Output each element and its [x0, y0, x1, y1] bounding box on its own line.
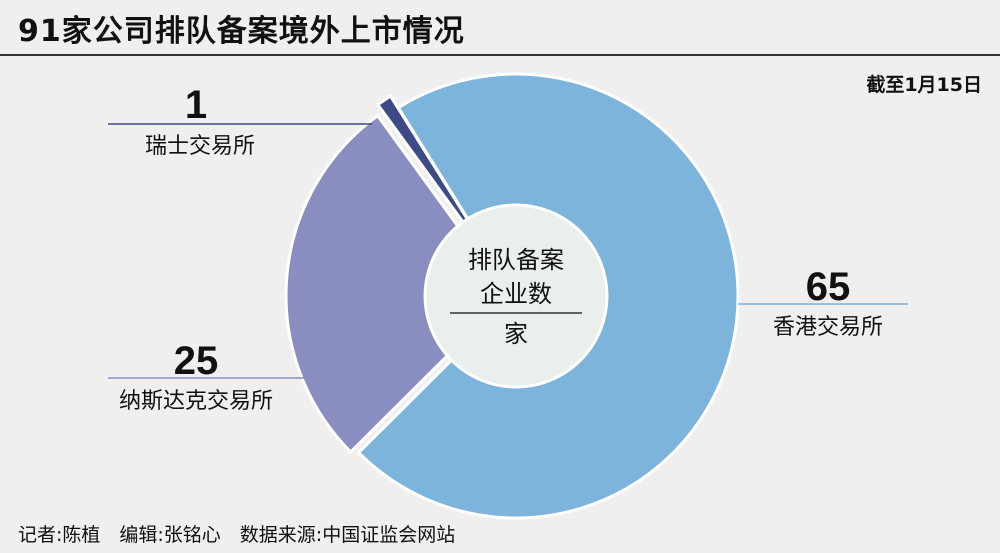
- center-label-line1: 排队备案: [468, 246, 564, 274]
- center-unit: 家: [504, 320, 528, 348]
- slice-nasdaq: [284, 114, 510, 454]
- category-label-swiss: 瑞士交易所: [145, 134, 255, 159]
- center-disc: [423, 203, 609, 389]
- value-label-hk: 65: [806, 265, 851, 309]
- value-label-swiss: 1: [185, 83, 207, 127]
- category-label-hk: 香港交易所: [773, 315, 883, 340]
- center-label-line2: 企业数: [480, 280, 552, 308]
- category-label-nasdaq: 纳斯达克交易所: [119, 389, 273, 414]
- title-divider: [0, 54, 1000, 56]
- footer-credits: 记者:陈植 编辑:张铭心 数据来源:中国证监会网站: [18, 524, 456, 546]
- value-label-nasdaq: 25: [174, 339, 219, 383]
- date-note: 截至1月15日: [866, 74, 982, 96]
- chart-title: 91家公司排队备案境外上市情况: [18, 14, 465, 49]
